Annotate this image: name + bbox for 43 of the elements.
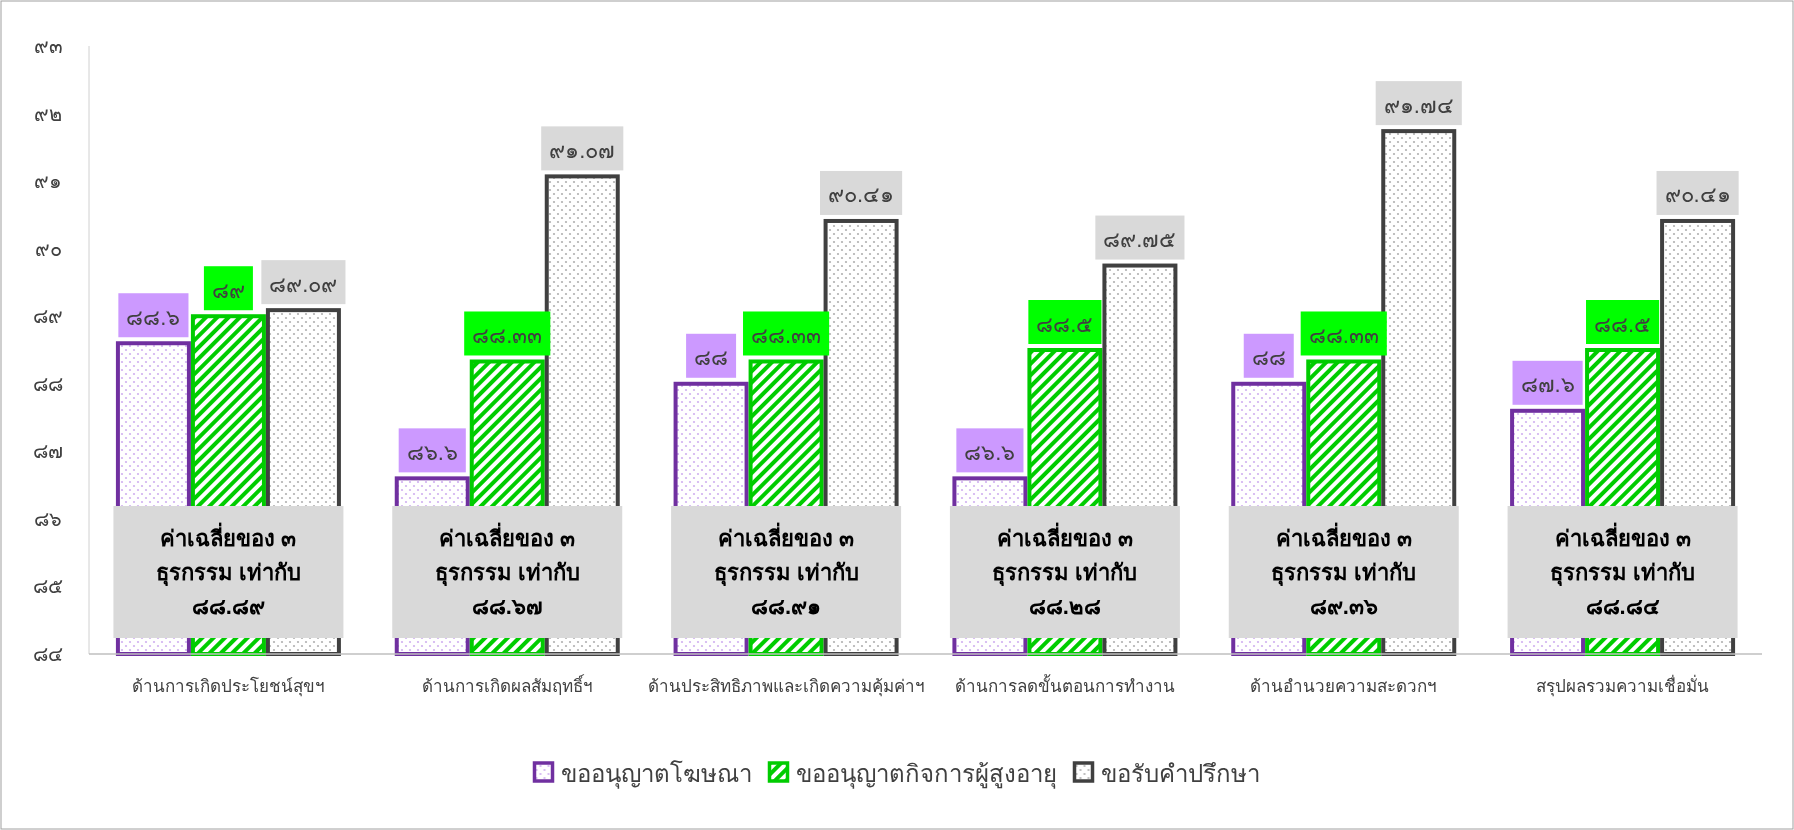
data-label: ๙๐.๔๑ (828, 182, 895, 208)
y-tick-label: ๘๗ (33, 440, 63, 463)
data-label: ๘๖.๖ (406, 439, 458, 465)
data-label: ๘๙.๗๕ (1103, 227, 1177, 253)
x-tick-label: ด้านการเกิดประโยชน์สุขฯ (131, 676, 325, 697)
legend-label: ขออนุญาตโฆษณา (560, 759, 752, 789)
data-label: ๘๘ (694, 345, 729, 371)
annotation: ค่าเฉลี่ยของ ๓ ธุรกรรม เท่ากับ ๘๘.๘๔ (1550, 521, 1696, 619)
data-label: ๘๘.๕ (1036, 311, 1094, 337)
annotation: ค่าเฉลี่ยของ ๓ ธุรกรรม เท่ากับ ๘๙.๓๖ (1271, 521, 1417, 619)
y-tick-label: ๘๘ (33, 372, 63, 395)
data-label: ๙๑.๗๔ (1383, 92, 1454, 118)
data-label: ๘๘.๕ (1594, 311, 1652, 337)
y-tick-label: ๙๑ (34, 170, 62, 193)
y-tick-label: ๘๙ (33, 305, 63, 328)
data-label: ๘๙ (211, 277, 245, 303)
y-tick-label: ๘๕ (33, 575, 63, 598)
x-tick-label: สรุปผลรวมความเชื่อมั่น (1536, 674, 1710, 697)
x-tick-label: ด้านการลดขั้นตอนการทำงาน (954, 674, 1175, 696)
data-label: ๘๘.๓๓ (1308, 322, 1379, 348)
legend-label: ขอรับคำปรึกษา (1100, 759, 1260, 787)
x-tick-label: ด้านอำนวยความสะดวกฯ (1250, 677, 1438, 696)
data-label: ๘๘.๖ (126, 304, 181, 330)
data-label: ๘๖.๖ (964, 439, 1016, 465)
data-label: ๘๘.๓๓ (472, 322, 543, 348)
x-tick-label: ด้านการเกิดผลสัมฤทธิ์ฯ (421, 674, 593, 696)
data-label: ๙๐.๔๑ (1664, 182, 1731, 208)
annotation: ค่าเฉลี่ยของ ๓ ธุรกรรม เท่ากับ ๘๘.๒๘ (992, 521, 1138, 619)
annotation: ค่าเฉลี่ยของ ๓ ธุรกรรม เท่ากับ ๘๘.๙๑ (713, 521, 859, 619)
legend-label: ขออนุญาตกิจการผู้สูงอายุ (795, 759, 1057, 789)
data-label: ๘๘ (1251, 345, 1286, 371)
data-label: ๘๘.๓๓ (751, 322, 822, 348)
data-label: ๙๑.๐๗ (549, 137, 616, 163)
annotation: ค่าเฉลี่ยของ ๓ ธุรกรรม เท่ากับ ๘๘.๘๙ (155, 521, 301, 619)
y-tick-label: ๙๓ (33, 35, 63, 57)
data-label: ๘๙.๐๙ (269, 271, 338, 297)
y-tick-label: ๙๐ (34, 237, 62, 260)
y-tick-label: ๘๖ (34, 507, 62, 530)
x-tick-label: ด้านประสิทธิภาพและเกิดความคุ้มค่าฯ (647, 677, 925, 697)
annotation: ค่าเฉลี่ยของ ๓ ธุรกรรม เท่ากับ ๘๘.๖๗ (434, 521, 580, 619)
data-label: ๘๗.๖ (1520, 372, 1575, 398)
y-tick-label: ๘๔ (33, 643, 63, 665)
y-tick-label: ๙๒ (34, 102, 62, 125)
